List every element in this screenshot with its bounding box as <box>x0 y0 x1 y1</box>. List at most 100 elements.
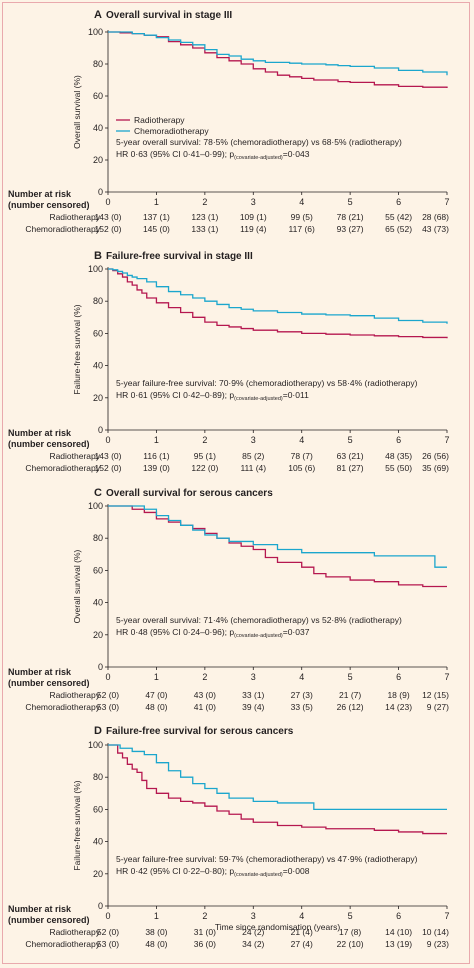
annotation-five-year: 5-year overall survival: 71·4% (chemorad… <box>116 615 402 625</box>
risk-cell-chemoradiotherapy: 119 (4) <box>240 224 266 234</box>
risk-header-censored: (number censored) <box>8 915 90 925</box>
y-tick-label: 100 <box>88 740 103 750</box>
y-tick-label: 100 <box>88 27 103 37</box>
x-tick-label: 6 <box>396 911 401 921</box>
y-tick-label: 80 <box>93 772 103 782</box>
risk-cell-chemoradiotherapy: 122 (0) <box>191 463 218 473</box>
risk-header: Number at risk <box>8 189 72 199</box>
panel-letter: B <box>94 250 102 262</box>
risk-cell-radiotherapy: 26 (56) <box>422 451 449 461</box>
x-tick-label: 2 <box>202 911 207 921</box>
panel-d: D Failure-free survival for serous cancer… <box>8 725 450 949</box>
x-tick-label: 4 <box>299 672 304 682</box>
risk-cell-radiotherapy: 99 (5) <box>291 212 313 222</box>
y-axis-label: Overall survival (%) <box>72 75 82 149</box>
risk-cell-chemoradiotherapy: 65 (52) <box>385 224 412 234</box>
x-axis-label: Time since randomisation (years) <box>215 922 341 932</box>
legend-chemoradiotherapy-label: Chemoradiotherapy <box>134 126 209 136</box>
x-tick-label: 6 <box>396 672 401 682</box>
y-tick-label: 0 <box>98 662 103 672</box>
x-tick-label: 2 <box>202 435 207 445</box>
risk-cell-radiotherapy: 143 (0) <box>95 212 122 222</box>
y-axis-label: Failure-free survival (%) <box>72 304 82 394</box>
risk-cell-chemoradiotherapy: 53 (0) <box>97 939 119 949</box>
risk-cell-radiotherapy: 24 (2) <box>242 927 264 937</box>
series-chemoradiotherapy-line <box>108 268 448 324</box>
panel-title: Failure-free survival for serous cancers <box>106 726 294 737</box>
risk-cell-radiotherapy: 52 (0) <box>97 927 119 937</box>
panel-letter: D <box>94 725 102 737</box>
y-tick-label: 60 <box>93 804 103 814</box>
risk-cell-chemoradiotherapy: 43 (73) <box>422 224 449 234</box>
risk-cell-radiotherapy: 21 (7) <box>339 690 361 700</box>
risk-cell-radiotherapy: 21 (4) <box>291 927 313 937</box>
risk-cell-radiotherapy: 78 (7) <box>291 451 313 461</box>
x-tick-label: 4 <box>299 435 304 445</box>
risk-cell-chemoradiotherapy: 26 (12) <box>337 702 364 712</box>
risk-cell-chemoradiotherapy: 13 (19) <box>385 939 412 949</box>
panel-title: Overall survival for serous cancers <box>106 488 273 499</box>
series-chemoradiotherapy-line <box>108 31 448 76</box>
risk-row-label-chemoradiotherapy: Chemoradiotherapy <box>25 702 100 712</box>
series-radiotherapy-line <box>108 31 448 88</box>
x-tick-label: 6 <box>396 197 401 207</box>
x-tick-label: 4 <box>299 197 304 207</box>
risk-cell-chemoradiotherapy: 117 (6) <box>289 224 315 234</box>
risk-cell-radiotherapy: 85 (2) <box>242 451 264 461</box>
panel-letter: A <box>94 9 102 21</box>
y-tick-label: 80 <box>93 533 103 543</box>
risk-cell-chemoradiotherapy: 27 (4) <box>291 939 313 949</box>
x-tick-label: 5 <box>348 197 353 207</box>
x-tick-label: 7 <box>444 197 449 207</box>
x-tick-label: 5 <box>348 435 353 445</box>
risk-row-label-radiotherapy: Radiotherapy <box>49 451 100 461</box>
risk-cell-radiotherapy: 14 (10) <box>385 927 412 937</box>
x-tick-label: 0 <box>105 911 110 921</box>
risk-cell-chemoradiotherapy: 9 (27) <box>427 702 449 712</box>
risk-cell-chemoradiotherapy: 152 (0) <box>95 224 122 234</box>
risk-cell-radiotherapy: 52 (0) <box>97 690 119 700</box>
risk-cell-radiotherapy: 33 (1) <box>242 690 264 700</box>
annotation-hazard-ratio: HR 0·61 (95% CI 0·42–0·89); p(covariate-… <box>116 390 309 402</box>
risk-header: Number at risk <box>8 904 72 914</box>
x-tick-label: 0 <box>105 672 110 682</box>
x-tick-label: 2 <box>202 672 207 682</box>
annotation-hazard-ratio: HR 0·63 (95% CI 0·41–0·99); p(covariate-… <box>116 149 310 161</box>
risk-cell-chemoradiotherapy: 22 (10) <box>337 939 364 949</box>
risk-row-label-chemoradiotherapy: Chemoradiotherapy <box>25 224 100 234</box>
risk-cell-radiotherapy: 109 (1) <box>240 212 267 222</box>
x-tick-label: 1 <box>154 435 159 445</box>
risk-cell-chemoradiotherapy: 9 (23) <box>427 939 449 949</box>
risk-cell-chemoradiotherapy: 14 (23) <box>385 702 412 712</box>
x-tick-label: 5 <box>348 911 353 921</box>
annotation-hazard-ratio: HR 0·48 (95% CI 0·24–0·96); p(covariate-… <box>116 627 310 639</box>
risk-cell-radiotherapy: 95 (1) <box>194 451 216 461</box>
risk-cell-chemoradiotherapy: 139 (0) <box>143 463 170 473</box>
y-tick-label: 60 <box>93 328 103 338</box>
x-tick-label: 1 <box>154 911 159 921</box>
y-tick-label: 20 <box>93 155 103 165</box>
risk-row-label-radiotherapy: Radiotherapy <box>49 690 100 700</box>
risk-row-label-radiotherapy: Radiotherapy <box>49 212 100 222</box>
x-tick-label: 2 <box>202 197 207 207</box>
y-tick-label: 100 <box>88 264 103 274</box>
risk-cell-chemoradiotherapy: 39 (4) <box>242 702 264 712</box>
risk-cell-chemoradiotherapy: 34 (2) <box>242 939 264 949</box>
y-axis-label: Failure-free survival (%) <box>72 780 82 870</box>
risk-cell-chemoradiotherapy: 48 (0) <box>145 939 167 949</box>
y-tick-label: 100 <box>88 501 103 511</box>
risk-cell-chemoradiotherapy: 105 (6) <box>288 463 315 473</box>
risk-cell-radiotherapy: 43 (0) <box>194 690 216 700</box>
y-tick-label: 40 <box>93 598 103 608</box>
y-tick-label: 60 <box>93 91 103 101</box>
risk-cell-radiotherapy: 63 (21) <box>337 451 364 461</box>
risk-header-censored: (number censored) <box>8 200 90 210</box>
x-tick-label: 0 <box>105 197 110 207</box>
series-radiotherapy-line <box>108 744 447 835</box>
risk-cell-radiotherapy: 17 (8) <box>339 927 361 937</box>
risk-cell-chemoradiotherapy: 133 (1) <box>191 224 218 234</box>
risk-cell-radiotherapy: 28 (68) <box>422 212 449 222</box>
risk-cell-radiotherapy: 31 (0) <box>194 927 216 937</box>
risk-cell-chemoradiotherapy: 93 (27) <box>337 224 364 234</box>
